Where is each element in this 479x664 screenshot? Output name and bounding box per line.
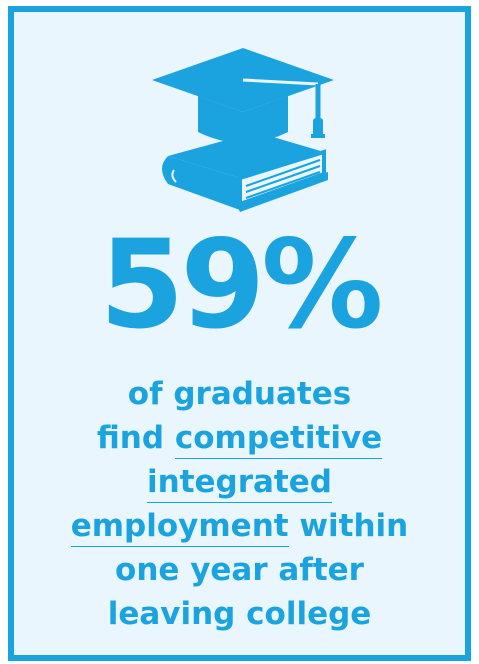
stat-text: find bbox=[96, 420, 175, 456]
stat-line-1: of graduates bbox=[14, 372, 465, 416]
stat-line-3: integrated bbox=[14, 460, 465, 504]
stat-text: leaving college bbox=[107, 596, 372, 632]
stat-line-5: one year after bbox=[14, 548, 465, 592]
stat-text: within bbox=[288, 508, 409, 544]
employment-link[interactable]: employment bbox=[70, 506, 289, 547]
stat-line-2: find competitive bbox=[14, 416, 465, 460]
integrated-link[interactable]: integrated bbox=[147, 462, 332, 503]
stat-text: one year after bbox=[115, 552, 364, 588]
stat-text: of graduates bbox=[127, 376, 352, 412]
graduation-cap-on-book-icon bbox=[148, 44, 338, 214]
stat-description: of graduates find competitive integrated… bbox=[14, 372, 465, 636]
stat-line-6: leaving college bbox=[14, 592, 465, 636]
stat-value: 59% bbox=[99, 214, 383, 356]
infographic-card: 59% of graduates find competitive integr… bbox=[8, 6, 471, 661]
competitive-link[interactable]: competitive bbox=[174, 418, 383, 459]
stat-line-4: employment within bbox=[14, 504, 465, 548]
